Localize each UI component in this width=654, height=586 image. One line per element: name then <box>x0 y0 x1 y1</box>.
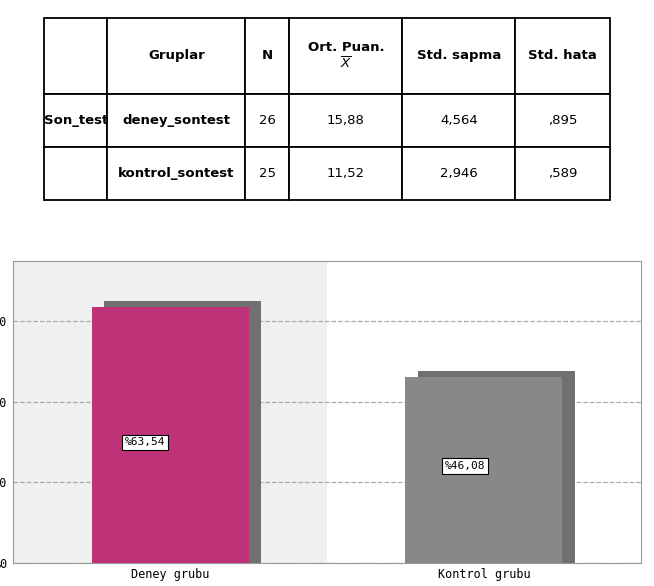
Text: %46,08: %46,08 <box>445 461 485 471</box>
Bar <box>92 307 249 563</box>
Text: %63,54: %63,54 <box>125 438 165 448</box>
Bar <box>104 301 261 563</box>
Bar <box>405 377 562 563</box>
Bar <box>327 261 641 563</box>
Bar <box>13 261 327 563</box>
Bar <box>418 371 575 563</box>
